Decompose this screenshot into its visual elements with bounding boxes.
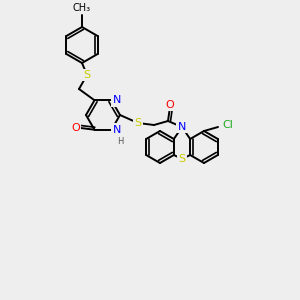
Text: O: O — [166, 100, 174, 110]
Text: N: N — [112, 95, 121, 105]
Text: S: S — [83, 70, 91, 80]
Text: Cl: Cl — [222, 120, 233, 130]
Text: H: H — [118, 137, 124, 146]
Text: O: O — [71, 123, 80, 133]
Text: CH₃: CH₃ — [73, 3, 91, 13]
Text: S: S — [134, 118, 142, 128]
Text: N: N — [112, 125, 121, 135]
Text: S: S — [178, 154, 186, 164]
Text: N: N — [178, 122, 186, 132]
